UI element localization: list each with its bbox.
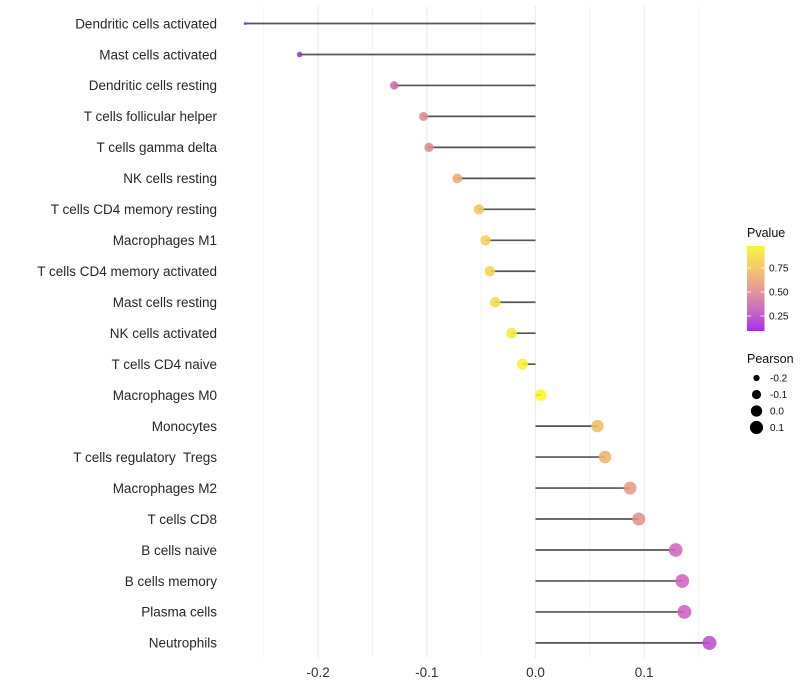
y-axis-label: Neutrophils — [149, 636, 218, 651]
lollipop-dot — [452, 173, 463, 184]
y-axis-label: T cells regulatory Tregs — [73, 450, 217, 465]
lollipop-dot — [424, 142, 434, 152]
x-tick-label: -0.1 — [415, 665, 438, 680]
y-axis-label: NK cells activated — [110, 326, 217, 341]
colorbar-tick-label: 0.50 — [769, 288, 789, 299]
lollipop-dot — [632, 512, 646, 526]
legend-pearson-title: Pearson — [747, 352, 794, 366]
legend-pvalue-colorbar — [747, 246, 765, 331]
lollipop-dot — [675, 574, 690, 588]
y-axis-label: B cells naive — [141, 543, 217, 558]
lollipop-dot — [598, 450, 612, 464]
lollipop-dot — [702, 635, 717, 650]
legend-size-label: 0.0 — [770, 407, 784, 418]
colorbar-tick-label: 0.75 — [769, 264, 789, 275]
y-axis-label: Macrophages M2 — [113, 481, 217, 496]
lollipop-dot — [243, 22, 247, 25]
legend-size-label: -0.1 — [770, 390, 788, 401]
legend-size-label: -0.2 — [770, 374, 788, 385]
lollipop-dot — [668, 543, 683, 557]
x-tick-label: -0.2 — [306, 665, 329, 680]
legend-size-label: 0.1 — [770, 423, 784, 434]
lollipop-dot — [489, 296, 501, 308]
colorbar-tick-label: 0.25 — [769, 312, 789, 323]
legend-size-dot — [753, 374, 760, 382]
lollipop-dot — [418, 111, 429, 121]
y-axis-label: T cells gamma delta — [96, 140, 217, 155]
y-axis-label: Macrophages M1 — [113, 233, 217, 248]
y-axis-label: T cells follicular helper — [84, 109, 218, 124]
legend-size-dot — [751, 389, 762, 400]
y-axis-label: T cells CD4 naive — [111, 357, 217, 372]
lollipop-dot — [677, 605, 692, 619]
y-axis-label: Dendritic cells activated — [75, 16, 217, 31]
y-axis-label: Macrophages M0 — [113, 388, 217, 403]
y-axis-label: Dendritic cells resting — [89, 78, 217, 93]
x-tick-label: 0.0 — [526, 665, 545, 680]
y-axis-label: T cells CD8 — [147, 512, 217, 527]
y-axis-label: T cells CD4 memory resting — [51, 202, 217, 217]
legend-size-dot — [749, 420, 764, 435]
lollipop-dot — [480, 235, 491, 246]
lollipop-dot — [623, 481, 637, 495]
legend-size-dot — [750, 405, 763, 417]
lollipop-dot — [484, 266, 496, 277]
y-axis-label: Mast cells resting — [113, 295, 217, 310]
y-axis-label: T cells CD4 memory activated — [37, 264, 217, 279]
lollipop-dot — [506, 327, 518, 339]
y-axis-label: NK cells resting — [123, 171, 217, 186]
lollipop-dot — [473, 204, 485, 215]
legend-pvalue-title: Pvalue — [747, 226, 785, 240]
y-axis-label: Mast cells activated — [99, 47, 217, 62]
lollipop-dot — [591, 419, 604, 433]
lollipop-dot — [535, 389, 547, 401]
y-axis-label: Plasma cells — [141, 605, 217, 620]
lollipop-dot — [390, 81, 399, 90]
y-axis-label: B cells memory — [125, 574, 218, 589]
y-axis-label: Monocytes — [152, 419, 218, 434]
lollipop-dot — [516, 358, 529, 370]
lollipop-dot — [296, 51, 303, 58]
x-tick-label: 0.1 — [635, 665, 654, 680]
